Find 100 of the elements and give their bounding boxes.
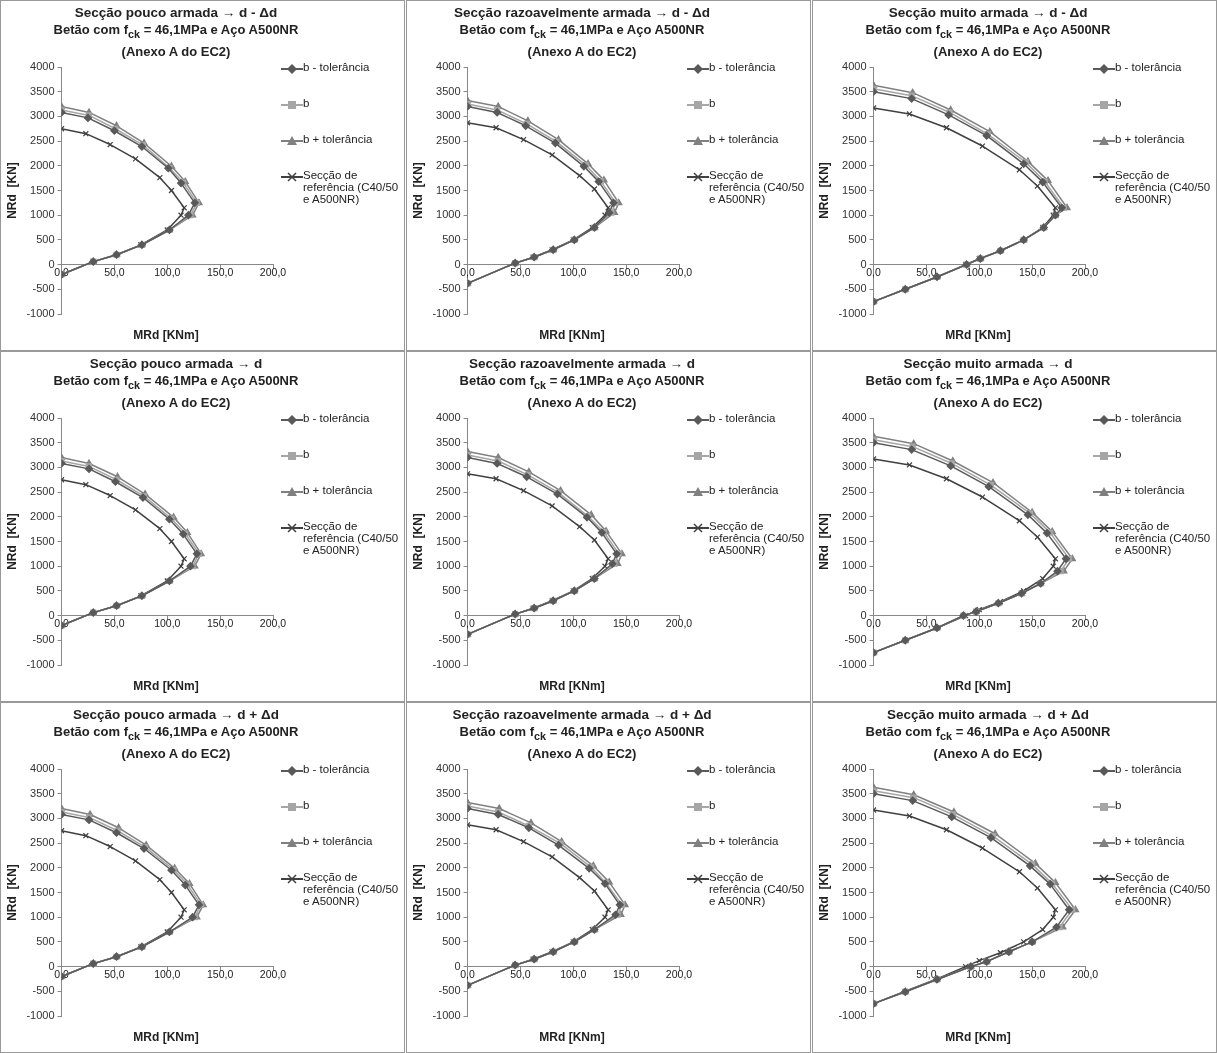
y-tick-label: 500 <box>36 232 55 245</box>
y-tick-label: 0 <box>454 959 461 972</box>
chart-title: Secção muito armada → d + Δd <box>885 706 1091 723</box>
y-tick-label: 1500 <box>30 534 55 547</box>
chart-subtitle: Betão com f$_{ck}$ = 46,1MPa e Aço A500NR (Anexo A do EC2) <box>458 21 706 60</box>
y-tick-label: 2500 <box>436 134 461 147</box>
chart-title: Secção razoavelmente armada → d - Δd <box>453 4 711 21</box>
y-tick-label: -1000 <box>26 658 55 671</box>
x-tick-label: 50,0 <box>916 967 937 980</box>
y-tick-label: 1000 <box>30 208 55 221</box>
x-tick-label: 50,0 <box>104 616 125 629</box>
y-tick-label: -1000 <box>838 1009 867 1022</box>
x-tick-label: 200,0 <box>1071 616 1099 629</box>
y-tick-label: 1000 <box>842 559 867 572</box>
x-tick-label: 150,0 <box>612 616 640 629</box>
y-tick-label: -500 <box>32 984 55 997</box>
x-tick-label: 100,0 <box>966 616 993 629</box>
y-tick-label: -500 <box>32 633 55 646</box>
legend-label: Secção de referência (C40/50 e A500NR) <box>709 169 806 205</box>
x-tick-label: 150,0 <box>206 265 234 278</box>
y-tick-label: 2500 <box>30 134 55 147</box>
y-tick-label: 1000 <box>30 910 55 923</box>
x-tick-label: 200,0 <box>1071 967 1099 980</box>
x-tick-label: 50,0 <box>510 616 531 629</box>
y-tick-label: 500 <box>442 583 461 596</box>
x-axis-title: MRd [KNm] <box>538 328 606 342</box>
x-tick-label: 100,0 <box>560 616 587 629</box>
y-tick-label: 1500 <box>30 885 55 898</box>
y-axis-title: NRd [KN] <box>4 162 19 219</box>
x-tick-label: 100,0 <box>966 967 993 980</box>
legend-label: Secção de referência (C40/50 e A500NR) <box>1115 520 1212 556</box>
x-tick-label: 100,0 <box>154 616 181 629</box>
legend-label: b <box>303 448 310 460</box>
x-tick-label: 50,0 <box>510 967 531 980</box>
chart-subtitle: Betão com f$_{ck}$ = 46,1MPa e Aço A500NR (Anexo A do EC2) <box>864 21 1112 60</box>
x-tick-label: 50,0 <box>916 616 937 629</box>
x-tick-label: 0,0 <box>866 616 881 629</box>
y-tick-label: 0 <box>48 257 55 270</box>
y-tick-label: 2000 <box>842 509 867 522</box>
y-tick-label: 2500 <box>436 485 461 498</box>
x-tick-label: 50,0 <box>916 265 937 278</box>
y-tick-label: 4000 <box>436 60 461 73</box>
y-tick-label: 1500 <box>842 183 867 196</box>
legend-label: b <box>303 799 310 811</box>
x-axis-title: MRd [KNm] <box>132 679 200 693</box>
y-tick-label: -500 <box>844 633 867 646</box>
y-tick-label: 4000 <box>436 762 461 775</box>
x-tick-label: 150,0 <box>1018 265 1046 278</box>
y-tick-label: 1000 <box>436 910 461 923</box>
legend-label: b - tolerância <box>709 763 776 775</box>
legend-label: b - tolerância <box>303 412 370 424</box>
x-tick-label: 0,0 <box>460 967 475 980</box>
legend-label: b + tolerância <box>303 484 373 496</box>
x-axis-title: MRd [KNm] <box>944 328 1012 342</box>
chart-subtitle: Betão com f$_{ck}$ = 46,1MPa e Aço A500NR (Anexo A do EC2) <box>52 21 300 60</box>
y-tick-label: 2000 <box>436 860 461 873</box>
y-tick-label: 3500 <box>842 84 867 97</box>
legend-label: b <box>1115 97 1122 109</box>
y-tick-label: -1000 <box>26 1009 55 1022</box>
y-tick-label: 2000 <box>842 860 867 873</box>
legend-label: Secção de referência (C40/50 e A500NR) <box>303 520 400 556</box>
y-tick-label: -1000 <box>432 658 461 671</box>
y-tick-label: 2500 <box>30 485 55 498</box>
legend-label: b - tolerância <box>1115 763 1182 775</box>
x-axis-title: MRd [KNm] <box>132 1030 200 1044</box>
chart-subtitle: Betão com f$_{ck}$ = 46,1MPa e Aço A500NR (Anexo A do EC2) <box>458 723 706 762</box>
y-axis-title: NRd [KN] <box>816 864 831 921</box>
y-tick-label: 3000 <box>436 811 461 824</box>
y-tick-label: 4000 <box>436 411 461 424</box>
y-tick-label: 3000 <box>436 109 461 122</box>
legend-label: b - tolerância <box>303 61 370 73</box>
y-tick-label: -500 <box>844 282 867 295</box>
y-tick-label: 4000 <box>30 411 55 424</box>
legend-label: b <box>709 448 716 460</box>
y-tick-label: 3500 <box>842 435 867 448</box>
y-tick-label: 3000 <box>436 460 461 473</box>
y-tick-label: -1000 <box>838 658 867 671</box>
legend-label: b - tolerância <box>1115 61 1182 73</box>
y-tick-label: 2000 <box>30 509 55 522</box>
y-tick-label: 3500 <box>436 786 461 799</box>
y-tick-label: 2500 <box>30 836 55 849</box>
y-tick-label: -500 <box>438 984 461 997</box>
y-tick-label: 0 <box>860 608 867 621</box>
legend-label: b <box>709 97 716 109</box>
chart-subtitle: Betão com f$_{ck}$ = 46,1MPa e Aço A500NR (Anexo A do EC2) <box>52 372 300 411</box>
y-tick-label: 1000 <box>842 910 867 923</box>
y-tick-label: 3000 <box>30 460 55 473</box>
y-tick-label: 1000 <box>842 208 867 221</box>
x-tick-label: 0,0 <box>866 967 881 980</box>
y-tick-label: 4000 <box>30 60 55 73</box>
chart-title: Secção razoavelmente armada → d <box>468 355 696 372</box>
x-tick-label: 150,0 <box>1018 967 1046 980</box>
y-tick-label: 3500 <box>842 786 867 799</box>
y-tick-label: -1000 <box>838 307 867 320</box>
chart-subtitle: Betão com f$_{ck}$ = 46,1MPa e Aço A500NR (Anexo A do EC2) <box>864 723 1112 762</box>
x-axis-title: MRd [KNm] <box>944 1030 1012 1044</box>
x-tick-label: 150,0 <box>206 967 234 980</box>
y-tick-label: 3500 <box>30 435 55 448</box>
y-tick-label: 3000 <box>30 109 55 122</box>
y-tick-label: 2000 <box>30 158 55 171</box>
